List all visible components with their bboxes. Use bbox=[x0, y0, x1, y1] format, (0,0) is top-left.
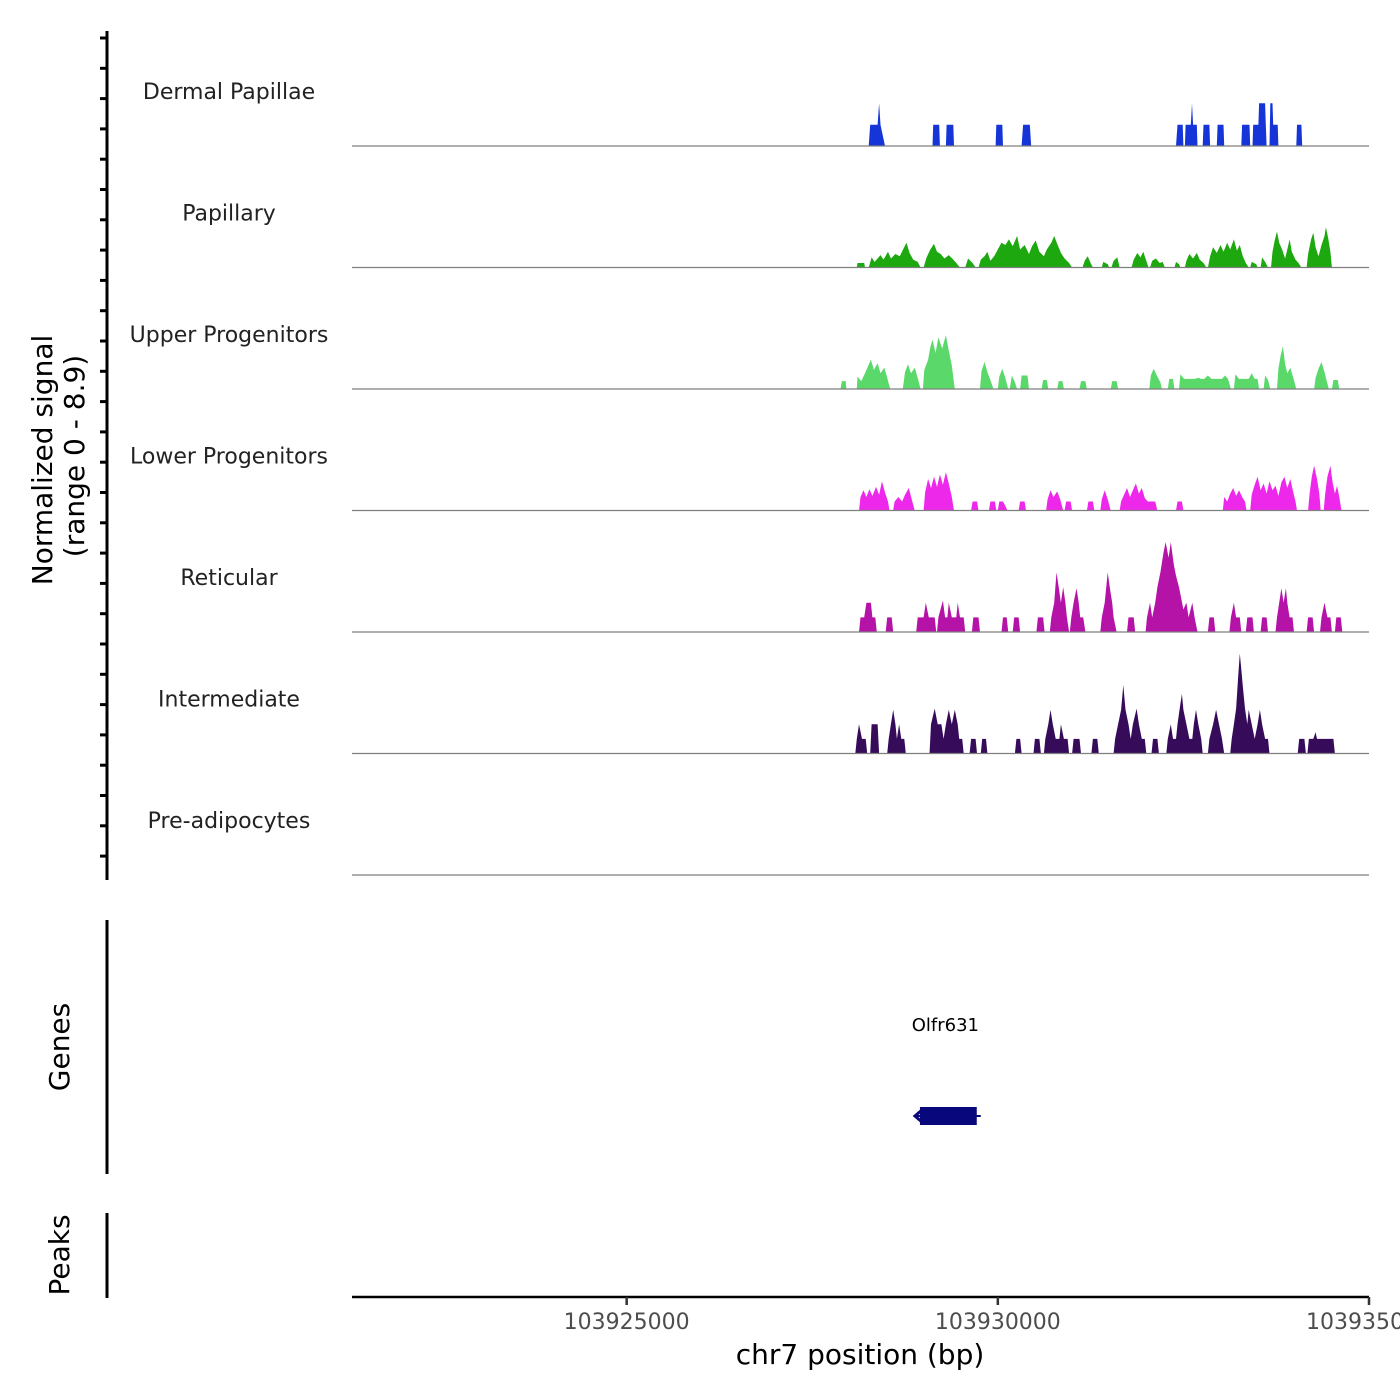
track-label: Intermediate bbox=[158, 688, 300, 713]
track-papillary: Papillary bbox=[182, 202, 1369, 269]
coverage-area bbox=[868, 103, 1303, 146]
track-label: Reticular bbox=[180, 566, 278, 591]
coverage-area bbox=[855, 653, 1335, 754]
track-lower-progenitors: Lower Progenitors bbox=[130, 445, 1369, 512]
y-axis-label: Normalized signal bbox=[26, 335, 59, 586]
peaks-axis-label: Peaks bbox=[43, 1214, 76, 1295]
gene-label: Olfr631 bbox=[912, 1015, 979, 1036]
x-tick-label: 103930000 bbox=[935, 1310, 1061, 1335]
x-tick-label: 103935000 bbox=[1306, 1310, 1400, 1335]
track-reticular: Reticular bbox=[180, 542, 1369, 633]
track-intermediate: Intermediate bbox=[158, 653, 1369, 755]
track-upper-progenitors: Upper Progenitors bbox=[130, 323, 1369, 390]
track-pre-adipocytes: Pre-adipocytes bbox=[148, 809, 1369, 876]
track-label: Papillary bbox=[182, 202, 276, 227]
coverage-area bbox=[859, 542, 1343, 632]
track-label: Pre-adipocytes bbox=[148, 809, 311, 834]
coverage-area bbox=[840, 335, 1340, 389]
gene-olfr631: Olfr631 bbox=[912, 1015, 981, 1125]
signal-y-ticks bbox=[100, 36, 107, 858]
coverage-area bbox=[859, 465, 1342, 511]
genes-axis-label: Genes bbox=[43, 1003, 76, 1091]
coverage-tracks: Dermal Papillae Papillary Upper Progenitor… bbox=[130, 80, 1369, 876]
x-axis-ticks: 103925000 103930000 103935000 bbox=[564, 1297, 1400, 1335]
track-label: Upper Progenitors bbox=[130, 323, 329, 348]
track-label: Lower Progenitors bbox=[130, 445, 328, 470]
gene-track: Olfr631 bbox=[912, 1015, 981, 1125]
x-tick-label: 103925000 bbox=[564, 1310, 690, 1335]
y-axis-range-label: (range 0 - 8.9) bbox=[58, 355, 91, 557]
track-label: Dermal Papillae bbox=[143, 80, 315, 105]
coverage-area bbox=[856, 227, 1332, 268]
track-dermal-papillae: Dermal Papillae bbox=[143, 80, 1369, 147]
strand-arrow bbox=[912, 1108, 923, 1124]
x-axis-label: chr7 position (bp) bbox=[736, 1338, 985, 1371]
